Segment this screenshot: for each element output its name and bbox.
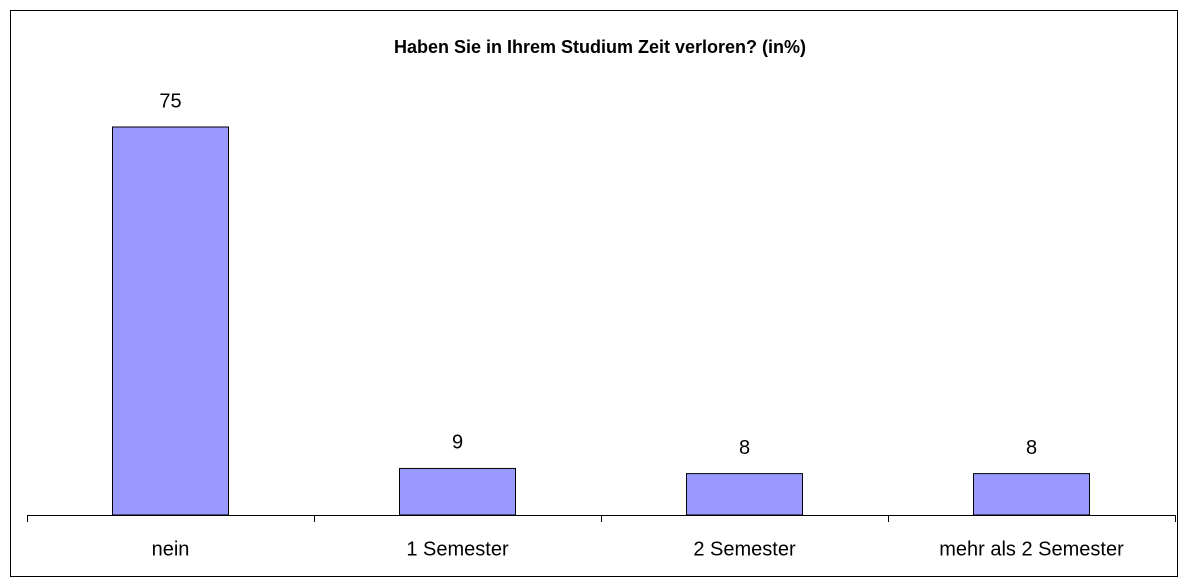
value-label: 9 xyxy=(452,432,463,454)
bar xyxy=(112,126,229,516)
x-tick-label: 1 Semester xyxy=(406,538,509,560)
x-tick-label: 2 Semester xyxy=(693,538,796,560)
bar xyxy=(399,467,516,516)
value-label: 8 xyxy=(739,437,750,459)
value-label: 8 xyxy=(1026,437,1037,459)
bar xyxy=(973,473,1090,516)
x-tick-label: nein xyxy=(152,538,190,560)
bar xyxy=(686,473,803,516)
value-label: 75 xyxy=(159,90,181,112)
x-tick-label: mehr als 2 Semester xyxy=(939,538,1124,560)
chart-title: Haben Sie in Ihrem Studium Zeit verloren… xyxy=(394,37,806,57)
